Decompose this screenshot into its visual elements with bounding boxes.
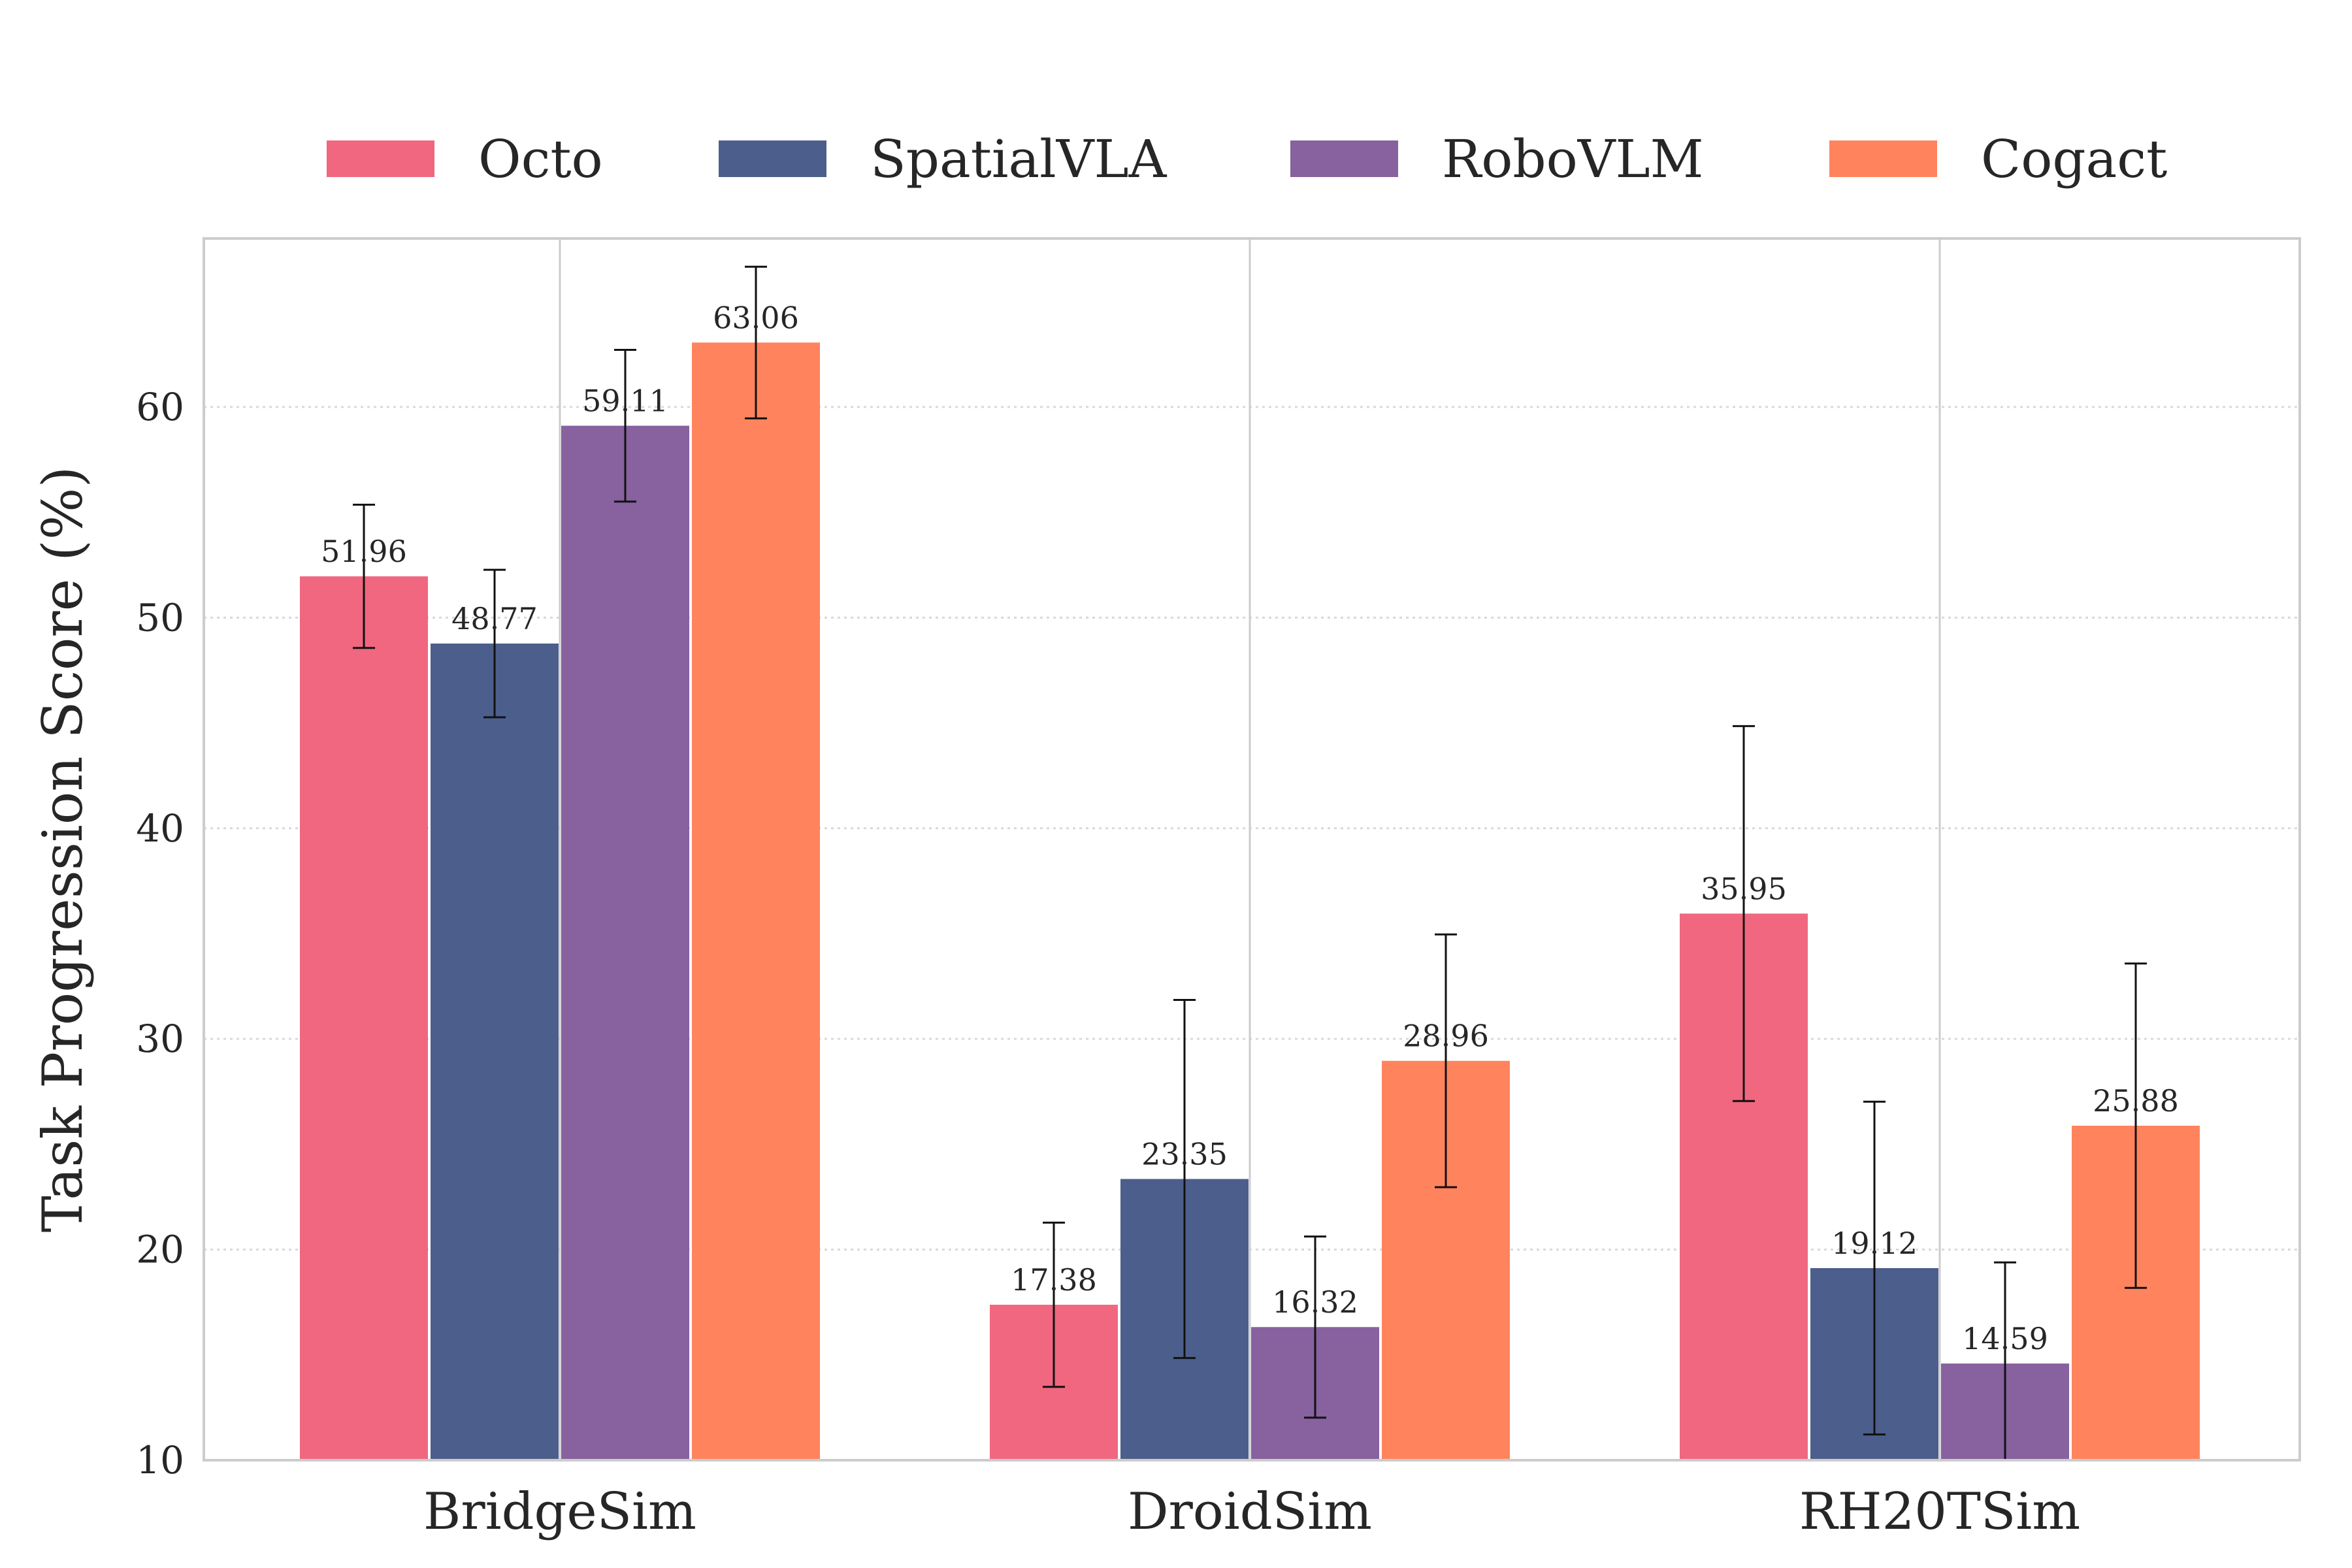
legend-item[interactable]: Octo — [327, 129, 603, 189]
bar-value-label: 51.96 — [321, 534, 407, 569]
x-tick-label: RH20TSim — [1799, 1482, 2080, 1541]
bar-value-label: 23.35 — [1141, 1137, 1228, 1172]
bar-value-label: 35.95 — [1701, 871, 1787, 906]
x-tick-label: DroidSim — [1128, 1482, 1372, 1541]
bar — [692, 342, 820, 1460]
legend-swatch — [1290, 140, 1398, 177]
bar-value-label: 48.77 — [451, 601, 538, 636]
legend-swatch — [719, 140, 826, 177]
y-axis-label: Task Progression Score (%) — [31, 466, 95, 1233]
y-tick-label: 40 — [136, 806, 184, 851]
x-tick-label: BridgeSim — [423, 1482, 696, 1541]
bar — [300, 576, 428, 1460]
legend-item[interactable]: RoboVLM — [1290, 129, 1704, 189]
y-tick-label: 50 — [136, 595, 184, 640]
legend-label: SpatialVLA — [870, 129, 1168, 189]
bar-value-label: 59.11 — [582, 384, 668, 419]
bar-value-label: 17.38 — [1011, 1262, 1097, 1298]
y-tick-label: 30 — [136, 1017, 184, 1061]
grid-layer — [204, 238, 2300, 1462]
bar — [561, 425, 689, 1460]
legend-swatch — [327, 140, 434, 177]
legend-label: Cogact — [1981, 129, 2167, 189]
value-labels-layer: 51.96 48.77 59.11 63.06 17.38 23.35 16.32 28.96… — [321, 300, 2179, 1356]
legend[interactable]: Octo SpatialVLA RoboVLM Cogact — [327, 129, 2167, 189]
bar-value-label: 19.12 — [1831, 1226, 1918, 1261]
bar-value-label: 28.96 — [1403, 1019, 1489, 1054]
bar-value-label: 25.88 — [2093, 1083, 2179, 1119]
legend-label: Octo — [478, 129, 603, 189]
legend-item[interactable]: SpatialVLA — [719, 129, 1168, 189]
legend-swatch — [1829, 140, 1937, 177]
bar-value-label: 16.32 — [1272, 1284, 1358, 1320]
legend-label: RoboVLM — [1442, 129, 1704, 189]
y-tick-label: 20 — [136, 1228, 184, 1272]
plot-frame — [203, 237, 2301, 1462]
x-axis-ticks: BridgeSim DroidSim RH20TSim — [423, 1482, 2080, 1541]
legend-item[interactable]: Cogact — [1829, 129, 2167, 189]
bar-value-label: 63.06 — [713, 300, 799, 335]
y-tick-label: 10 — [136, 1438, 184, 1482]
y-axis-ticks: 10 20 30 40 50 60 — [136, 385, 184, 1482]
y-tick-label: 60 — [136, 385, 184, 429]
bar — [431, 644, 559, 1460]
bar-value-label: 14.59 — [1962, 1321, 2048, 1356]
bars-layer — [300, 342, 2200, 1460]
